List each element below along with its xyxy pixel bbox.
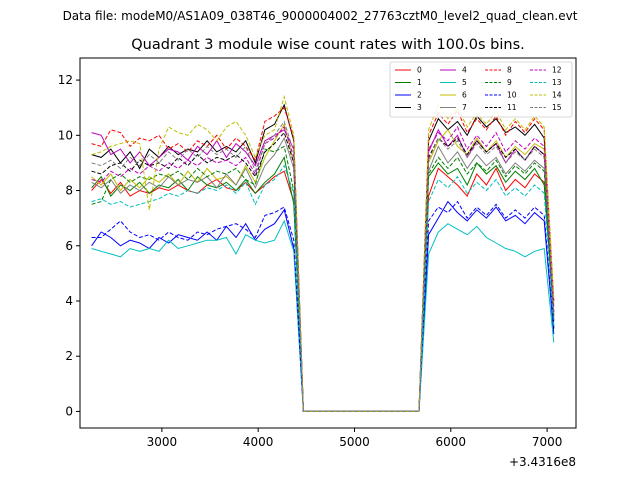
y-tick-label: 2: [65, 349, 73, 363]
y-tick-label: 12: [58, 73, 73, 87]
legend-label-12: 12: [552, 66, 562, 75]
series-line-5: [91, 219, 555, 412]
legend-label-0: 0: [417, 66, 422, 75]
legend-frame: [389, 61, 573, 118]
y-tick-label: 4: [65, 294, 73, 308]
y-tick-label: 8: [65, 184, 73, 198]
legend-label-10: 10: [507, 91, 517, 100]
series-line-15: [91, 120, 555, 412]
legend-label-13: 13: [552, 78, 562, 87]
series-line-12: [91, 125, 555, 412]
x-tick-label: 5000: [339, 435, 370, 449]
plot-area-frame: [79, 57, 577, 429]
series-line-14: [91, 94, 555, 412]
x-tick-label: 4000: [243, 435, 274, 449]
chart-title: Quadrant 3 module wise count rates with …: [131, 37, 525, 53]
legend-label-8: 8: [507, 66, 512, 75]
legend-label-9: 9: [507, 78, 512, 87]
legend-label-11: 11: [507, 103, 517, 112]
legend-label-4: 4: [462, 66, 467, 75]
chart-suptitle: Data file: modeM0/AS1A09_038T46_90000040…: [63, 9, 578, 23]
series-line-0: [91, 167, 555, 412]
y-tick-label: 0: [65, 404, 73, 418]
series-layer: [91, 94, 555, 412]
legend-label-14: 14: [552, 91, 562, 100]
series-line-2: [91, 200, 555, 412]
x-tick-label: 3000: [147, 435, 178, 449]
legend-label-1: 1: [417, 78, 422, 87]
y-tick-label: 10: [58, 128, 73, 142]
legend-label-15: 15: [552, 103, 562, 112]
legend-label-3: 3: [417, 103, 422, 112]
series-line-13: [91, 164, 555, 412]
series-line-1: [91, 156, 555, 412]
series-line-11: [91, 131, 555, 412]
x-tick-label: 6000: [436, 435, 467, 449]
legend-label-5: 5: [462, 78, 467, 87]
x-tick-label: 7000: [532, 435, 563, 449]
x-offset-label: +3.4316e8: [509, 455, 576, 469]
y-tick-label: 6: [65, 239, 73, 253]
series-line-10: [91, 200, 555, 412]
legend-label-7: 7: [462, 103, 467, 112]
legend-label-2: 2: [417, 91, 422, 100]
legend-label-6: 6: [462, 91, 467, 100]
series-line-7: [91, 136, 555, 412]
